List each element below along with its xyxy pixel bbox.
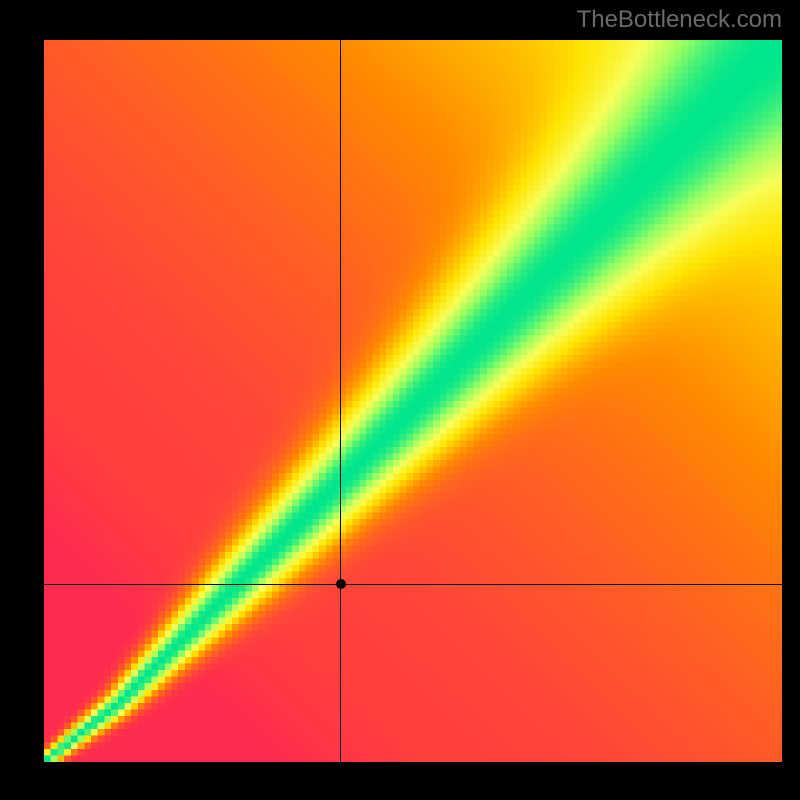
crosshair-horizontal bbox=[44, 584, 782, 585]
watermark-text: TheBottleneck.com bbox=[577, 6, 782, 34]
crosshair-vertical bbox=[340, 40, 341, 762]
bottleneck-heatmap bbox=[44, 40, 782, 762]
chart-container: TheBottleneck.com bbox=[0, 0, 800, 800]
